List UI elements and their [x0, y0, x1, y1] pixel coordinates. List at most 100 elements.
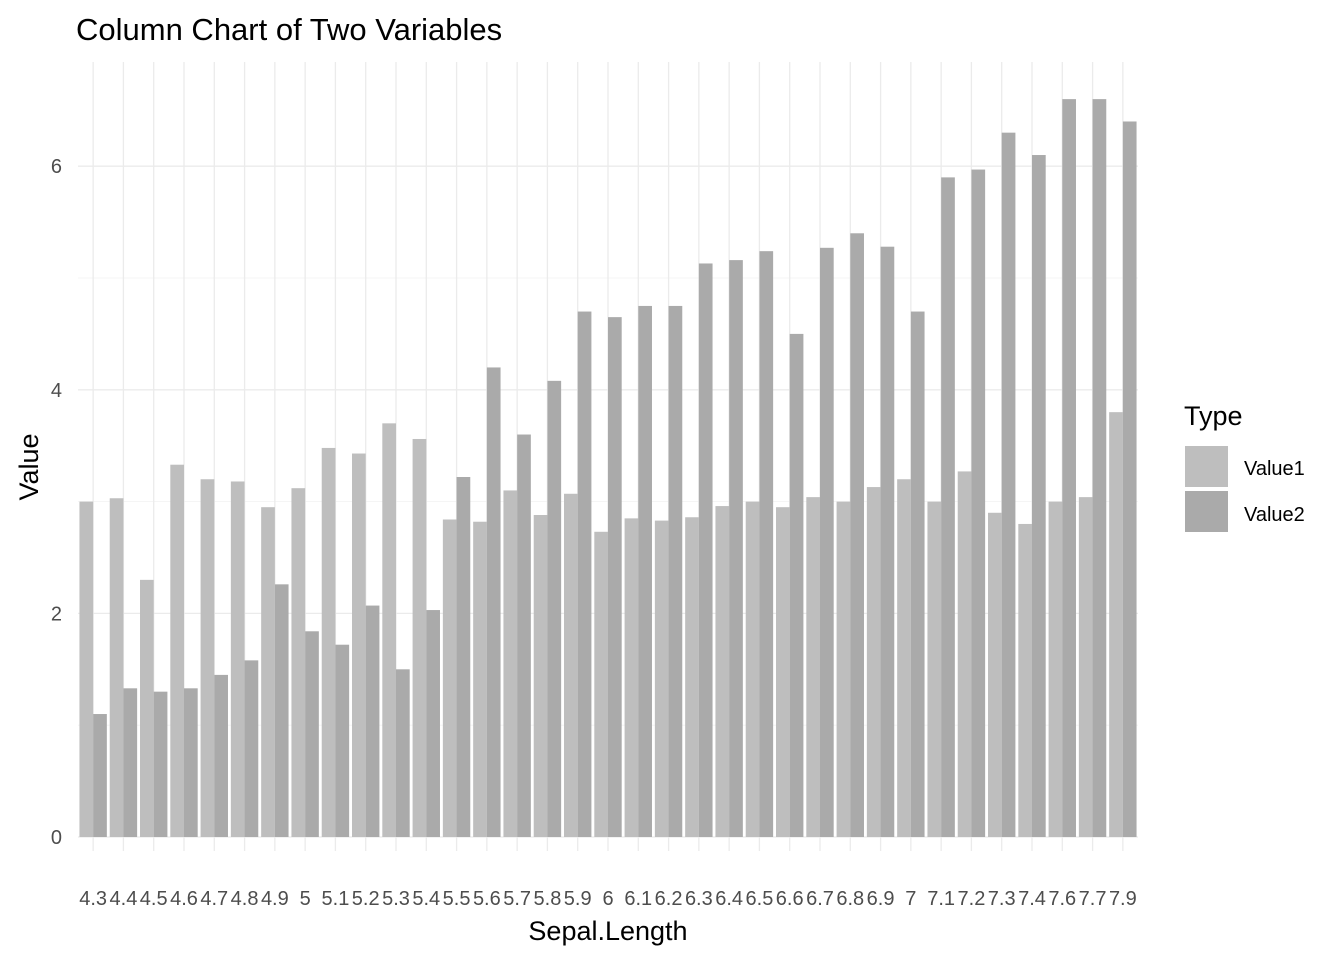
- bar-value1-4.7: [200, 479, 215, 837]
- legend-key-value2: [1185, 491, 1228, 532]
- bar-value1-7.7: [1078, 497, 1093, 837]
- y-axis-title: Value: [14, 433, 44, 500]
- bar-value1-6.5: [745, 501, 760, 837]
- bar-value1-6.2: [654, 520, 669, 837]
- x-tick-label: 6.2: [655, 888, 683, 910]
- bar-value2-4.8: [244, 660, 259, 837]
- x-tick-label: 4.7: [200, 888, 228, 910]
- x-tick-label: 7: [905, 888, 916, 910]
- bar-value2-4.6: [184, 688, 198, 837]
- x-tick-label: 7.9: [1109, 888, 1137, 910]
- bar-value2-4.3: [93, 714, 107, 837]
- x-tick-label: 6.5: [746, 888, 774, 910]
- y-axis-tick-labels: 0 2 4 6: [51, 156, 62, 849]
- bar-value1-7.4: [1018, 523, 1032, 837]
- bar-value1-6.7: [806, 497, 820, 837]
- x-tick-label: 5.1: [322, 888, 350, 910]
- bar-value1-6.6: [776, 507, 790, 837]
- bar-value2-5.4: [426, 610, 440, 837]
- bar-value1-7.3: [988, 512, 1002, 837]
- x-tick-label: 5.9: [564, 888, 592, 910]
- x-tick-label: 6.8: [836, 888, 864, 910]
- x-tick-label: 7.2: [958, 888, 986, 910]
- x-tick-label: 7.6: [1048, 888, 1076, 910]
- x-tick-label: 4.4: [110, 888, 138, 910]
- x-tick-label: 4.3: [79, 888, 107, 910]
- x-tick-label: 6.6: [776, 888, 804, 910]
- x-tick-label: 5.4: [412, 888, 440, 910]
- x-tick-label: 5.6: [473, 888, 501, 910]
- bar-value1-7: [897, 479, 911, 837]
- bar-value1-6.9: [866, 487, 881, 837]
- bar-value2-6.4: [729, 260, 743, 837]
- bar-value1-4.6: [170, 464, 184, 837]
- x-tick-label: 4.8: [231, 888, 259, 910]
- bar-value2-7.6: [1062, 99, 1076, 838]
- bar-value1-7.6: [1048, 501, 1063, 837]
- bar-value2-5.5: [456, 477, 471, 837]
- bar-value2-4.9: [274, 584, 289, 837]
- x-axis-title: Sepal.Length: [528, 916, 687, 946]
- x-tick-label: 6.1: [624, 888, 652, 910]
- bar-value2-6.6: [789, 333, 804, 837]
- bar-value1-4.5: [140, 579, 154, 837]
- x-tick-label: 6.3: [685, 888, 713, 910]
- bar-value1-4.9: [261, 507, 275, 837]
- bar-value1-5.1: [321, 447, 336, 837]
- bar-value1-5.5: [442, 519, 457, 837]
- bar-value2-6.9: [880, 246, 895, 838]
- x-tick-label: 7.7: [1079, 888, 1107, 910]
- bar-value2-5: [305, 631, 319, 837]
- x-tick-label: 5.5: [443, 888, 471, 910]
- bar-series: [79, 99, 1137, 838]
- bar-value1-6.3: [685, 517, 699, 837]
- bar-value1-4.3: [79, 501, 94, 837]
- bar-value2-6: [608, 317, 622, 837]
- y-tick-label: 4: [51, 380, 62, 402]
- bar-value1-5.8: [533, 515, 548, 837]
- bar-value1-6: [594, 531, 608, 837]
- bar-value2-5.3: [396, 669, 410, 837]
- x-tick-label: 5.3: [382, 888, 410, 910]
- bar-value2-7.4: [1032, 155, 1046, 837]
- legend-label-value1: Value1: [1244, 458, 1305, 480]
- x-tick-label: 6.4: [715, 888, 743, 910]
- bar-value2-4.7: [214, 674, 228, 837]
- bar-value1-7.2: [957, 471, 972, 837]
- bar-value1-6.8: [836, 501, 851, 837]
- bar-value2-5.2: [365, 605, 380, 837]
- bar-value1-5.4: [412, 438, 427, 837]
- bar-value2-7.2: [971, 169, 986, 837]
- bar-value2-4.4: [123, 688, 138, 837]
- x-tick-label: 5.7: [503, 888, 531, 910]
- x-tick-label: 4.9: [261, 888, 289, 910]
- bar-value2-5.7: [517, 434, 531, 837]
- x-tick-label: 6: [602, 888, 613, 910]
- bar-value2-6.1: [638, 305, 652, 837]
- bar-value2-7.1: [941, 177, 955, 837]
- bar-value2-7.7: [1092, 99, 1107, 838]
- x-tick-label: 4.5: [140, 888, 168, 910]
- bar-value2-7: [910, 311, 925, 837]
- bar-value1-5: [291, 488, 306, 837]
- bar-value2-5.8: [547, 380, 562, 837]
- bar-value1-6.1: [624, 518, 639, 837]
- bar-value2-6.5: [759, 251, 774, 838]
- bar-value1-5.9: [564, 493, 578, 837]
- x-tick-label: 7.1: [927, 888, 955, 910]
- x-tick-label: 6.9: [867, 888, 895, 910]
- x-tick-label: 5.2: [352, 888, 380, 910]
- bar-value1-5.7: [503, 490, 518, 837]
- x-tick-label: 5.8: [534, 888, 562, 910]
- bar-value2-5.9: [577, 311, 592, 837]
- bar-value1-4.4: [109, 498, 124, 837]
- x-axis-tick-labels: 4.3 4.4 4.5 4.6 4.7 4.8 4.9 5 5.1 5.2 5.3 5.4 5.5 5.6…: [79, 888, 1137, 910]
- bar-value2-4.5: [153, 691, 168, 837]
- bar-value1-7.9: [1109, 412, 1123, 837]
- legend-label-value2: Value2: [1244, 504, 1305, 526]
- bar-value1-6.4: [715, 506, 730, 837]
- y-tick-label: 6: [51, 156, 62, 178]
- y-tick-label: 0: [51, 827, 62, 849]
- bar-value2-5.6: [486, 367, 501, 837]
